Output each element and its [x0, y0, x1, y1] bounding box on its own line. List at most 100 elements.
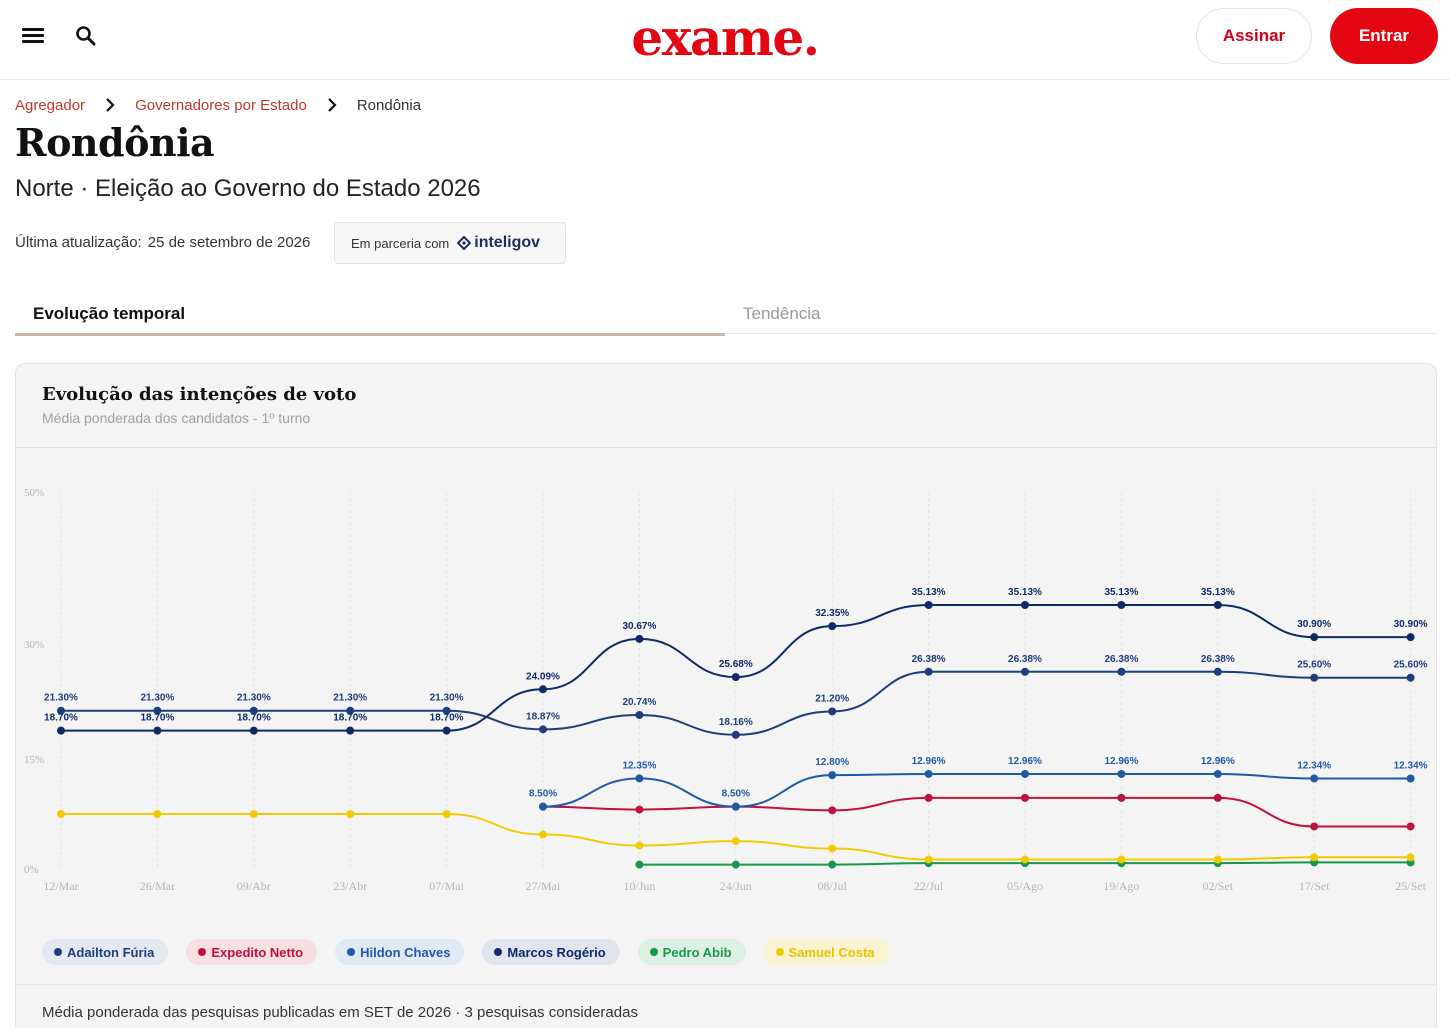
partner-label: Em parceria com [351, 235, 450, 251]
legend-dot-icon [775, 948, 784, 956]
data-label: 18.16% [719, 717, 753, 728]
data-point [1310, 633, 1319, 642]
x-tick-label: 12/Mar [43, 879, 78, 893]
data-label: 12.96% [1201, 756, 1235, 767]
data-point [539, 725, 547, 734]
y-tick-label: 30% [24, 639, 44, 651]
y-tick-label: 0% [24, 864, 39, 876]
data-point [1406, 774, 1415, 783]
data-label: 12.96% [1008, 756, 1042, 767]
data-point [249, 810, 258, 818]
data-label: 21.30% [140, 693, 174, 704]
legend-item[interactable]: Adailton Fúria [42, 939, 169, 965]
data-point [924, 601, 933, 610]
data-point [1117, 793, 1126, 802]
data-label: 26.38% [1008, 654, 1042, 665]
breadcrumb-link-agregador[interactable]: Agregador [15, 96, 86, 114]
legend-item[interactable]: Samuel Costa [763, 939, 889, 965]
partner-badge[interactable]: Em parceria com inteligov [334, 222, 566, 264]
data-point [828, 844, 837, 853]
data-label: 35.13% [912, 587, 946, 598]
data-point [1310, 853, 1319, 862]
data-label: 35.13% [1008, 587, 1042, 598]
data-label: 26.38% [1104, 654, 1138, 665]
data-point [828, 771, 837, 780]
chart-subtitle: Média ponderada dos candidatos - 1º turn… [42, 410, 311, 426]
data-point [828, 622, 837, 631]
breadcrumb-link-governadores[interactable]: Governadores por Estado [135, 96, 307, 114]
breadcrumb: Agregador Governadores por Estado Rondôn… [15, 95, 421, 115]
chevron-right-icon [105, 98, 115, 112]
x-tick-label: 25/Set [1395, 879, 1426, 893]
data-point [1310, 774, 1319, 783]
hamburger-menu-icon[interactable] [22, 26, 44, 44]
data-label: 26.38% [1201, 654, 1235, 665]
data-point [731, 860, 740, 869]
x-tick-label: 22/Jul [914, 879, 944, 893]
legend-item[interactable]: Marcos Rogério [482, 939, 620, 965]
legend-dot-icon [198, 948, 207, 956]
data-point [1406, 633, 1415, 642]
data-label: 12.35% [622, 760, 656, 771]
data-label: 21.30% [430, 693, 464, 704]
x-tick-label: 09/Abr [237, 879, 271, 893]
chart-card-header: Evolução das intenções de voto Média pon… [16, 364, 1436, 448]
last-update-label: Última atualização: [15, 234, 142, 251]
legend-item[interactable]: Expedito Netto [186, 939, 318, 965]
inteligov-logo-icon [457, 236, 472, 250]
legend-label: Adailton Fúria [67, 944, 155, 960]
series-line [542, 796, 1411, 828]
data-point [346, 726, 355, 735]
data-point [1021, 793, 1029, 802]
data-label: 35.13% [1104, 587, 1138, 598]
divider [16, 984, 1436, 985]
top-bar: exame. Assinar Entrar [0, 0, 1450, 80]
page-subtitle: Norte · Eleição ao Governo do Estado 202… [15, 175, 481, 202]
data-point [57, 810, 65, 818]
data-point [249, 706, 258, 715]
data-label: 18.70% [430, 713, 464, 724]
data-point [442, 810, 451, 818]
legend-item[interactable]: Pedro Abib [637, 939, 746, 965]
data-point [924, 793, 933, 802]
subscribe-button[interactable]: Assinar [1196, 8, 1312, 64]
data-label: 26.38% [912, 654, 946, 665]
data-point [1021, 855, 1029, 864]
data-label: 25.60% [1297, 660, 1331, 671]
exame-logo[interactable]: exame. [600, 6, 850, 67]
voting-intentions-line-chart: 50% 30% 15% 0% 12/Mar 26/Mar 09/Abr 23/Abr 07/Ma… [24, 487, 1428, 893]
x-tick-label: 19/Ago [1103, 879, 1139, 893]
data-point [924, 667, 933, 676]
data-point [635, 710, 644, 719]
data-point [635, 841, 644, 850]
data-point [635, 860, 644, 869]
legend-label: Marcos Rogério [507, 944, 606, 960]
data-point [635, 774, 644, 783]
data-point [731, 730, 740, 739]
y-tick-label: 50% [24, 487, 44, 499]
data-point [1021, 769, 1029, 778]
tab-tendencia[interactable]: Tendência [725, 296, 1437, 334]
page-title: Rondônia [15, 120, 215, 165]
data-point [924, 769, 933, 778]
legend-dot-icon [649, 948, 658, 956]
data-point [1117, 855, 1126, 864]
legend-label: Pedro Abib [662, 944, 732, 960]
x-tick-label: 24/Jun [720, 879, 752, 893]
legend-label: Hildon Chaves [360, 944, 451, 960]
data-label: 21.30% [237, 693, 271, 704]
data-point [1213, 793, 1222, 802]
data-point [1310, 673, 1319, 682]
series-line [542, 772, 1411, 808]
login-button[interactable]: Entrar [1330, 8, 1438, 64]
data-label: 8.50% [529, 789, 557, 800]
data-point [346, 810, 355, 818]
tab-evolucao-temporal[interactable]: Evolução temporal [15, 296, 725, 336]
legend-item[interactable]: Hildon Chaves [335, 939, 465, 965]
search-icon[interactable] [74, 24, 98, 48]
data-point [153, 810, 162, 818]
data-point [1117, 769, 1126, 778]
data-point [731, 837, 740, 846]
chevron-right-icon [327, 98, 337, 112]
data-point [635, 634, 644, 643]
